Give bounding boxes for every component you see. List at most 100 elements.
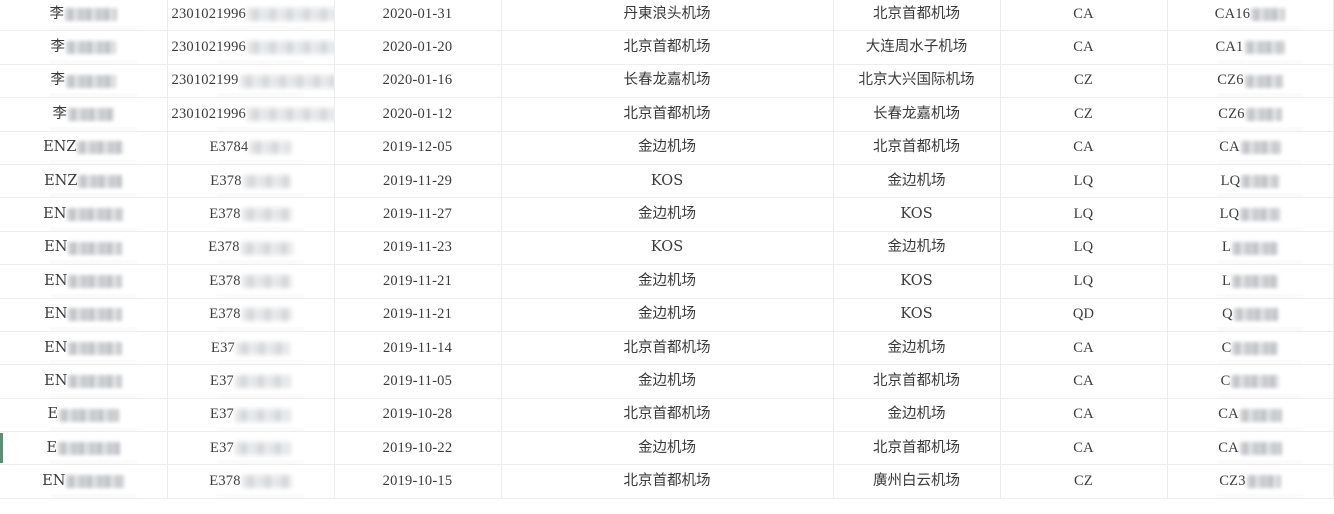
cell-flight-date[interactable]: 2020-01-20 (334, 30, 502, 65)
cell-id-number[interactable]: E378 (167, 197, 335, 232)
cell-airline-code[interactable]: CA (1000, 431, 1168, 466)
cell-flight-date[interactable]: 2019-11-27 (334, 197, 502, 232)
cell-passenger-name[interactable]: EN (0, 197, 168, 232)
cell-flight-date[interactable]: 2020-01-16 (334, 64, 502, 99)
cell-arrival-airport[interactable]: 北京首都机场 (833, 364, 1001, 399)
cell-passenger-name[interactable]: E (0, 398, 168, 433)
cell-airline-code[interactable]: LQ (1000, 164, 1168, 199)
cell-id-number[interactable]: 2301021996 (167, 30, 335, 65)
cell-flight-date[interactable]: 2020-01-12 (334, 97, 502, 132)
cell-passenger-name[interactable]: ENZ (0, 131, 168, 165)
cell-flight-date[interactable]: 2019-11-21 (334, 298, 502, 332)
cell-flight-number[interactable]: CA (1167, 398, 1334, 433)
cell-arrival-airport[interactable]: KOS (833, 298, 1001, 332)
cell-airline-code[interactable]: LQ (1000, 231, 1168, 266)
cell-airline-code[interactable]: CA (1000, 364, 1168, 399)
cell-arrival-airport[interactable]: 北京首都机场 (833, 131, 1001, 165)
cell-flight-number[interactable]: CZ3 (1167, 464, 1334, 499)
cell-departure-airport[interactable]: 北京首都机场 (501, 97, 834, 132)
cell-arrival-airport[interactable]: 金边机场 (833, 231, 1001, 266)
cell-id-number[interactable]: E3784 (167, 131, 335, 165)
cell-airline-code[interactable]: CA (1000, 331, 1168, 366)
cell-passenger-name[interactable]: 李 (0, 64, 168, 99)
cell-airline-code[interactable]: CA (1000, 398, 1168, 433)
cell-id-number[interactable]: E378 (167, 298, 335, 332)
cell-passenger-name[interactable]: EN (0, 464, 168, 499)
cell-arrival-airport[interactable]: 长春龙嘉机场 (833, 97, 1001, 132)
cell-airline-code[interactable]: CA (1000, 131, 1168, 165)
cell-flight-date[interactable]: 2019-11-14 (334, 331, 502, 366)
cell-arrival-airport[interactable]: 金边机场 (833, 398, 1001, 433)
cell-flight-date[interactable]: 2019-11-21 (334, 264, 502, 299)
cell-arrival-airport[interactable]: 廣州白云机场 (833, 464, 1001, 499)
cell-flight-number[interactable]: L (1167, 231, 1334, 266)
cell-departure-airport[interactable]: 金边机场 (501, 431, 834, 466)
cell-departure-airport[interactable]: KOS (501, 164, 834, 199)
cell-flight-date[interactable]: 2019-10-28 (334, 398, 502, 433)
cell-departure-airport[interactable]: 金边机场 (501, 131, 834, 165)
table-row[interactable]: 李 2301021996 2020-01-12 北京首都机场 长春龙嘉机场 CZ CZ6 (0, 97, 1334, 132)
cell-airline-code[interactable]: LQ (1000, 264, 1168, 299)
cell-flight-number[interactable]: LQ (1167, 164, 1334, 199)
cell-arrival-airport[interactable]: 北京首都机场 (833, 431, 1001, 466)
cell-flight-date[interactable]: 2019-10-15 (334, 464, 502, 499)
cell-airline-code[interactable]: QD (1000, 298, 1168, 332)
table-row[interactable]: 李 230102199 2020-01-16 长春龙嘉机场 北京大兴国际机场 CZ CZ6 (0, 64, 1334, 99)
cell-id-number[interactable]: E37 (167, 331, 335, 366)
cell-id-number[interactable]: E378 (167, 231, 335, 266)
cell-passenger-name[interactable]: EN (0, 364, 168, 399)
cell-arrival-airport[interactable]: 北京首都机场 (833, 0, 1001, 32)
cell-id-number[interactable]: E37 (167, 431, 335, 466)
cell-flight-number[interactable]: CZ6 (1167, 64, 1334, 99)
cell-airline-code[interactable]: CZ (1000, 64, 1168, 99)
cell-id-number[interactable]: E378 (167, 264, 335, 299)
cell-arrival-airport[interactable]: KOS (833, 264, 1001, 299)
cell-id-number[interactable]: E378 (167, 464, 335, 499)
cell-id-number[interactable]: E378 (167, 164, 335, 199)
cell-flight-number[interactable]: CA (1167, 431, 1334, 466)
cell-flight-number[interactable]: CA (1167, 131, 1334, 165)
cell-flight-number[interactable]: LQ (1167, 197, 1334, 232)
cell-passenger-name[interactable]: EN (0, 298, 168, 332)
cell-passenger-name[interactable]: EN (0, 231, 168, 266)
cell-departure-airport[interactable]: 金边机场 (501, 197, 834, 232)
cell-flight-date[interactable]: 2019-11-29 (334, 164, 502, 199)
cell-arrival-airport[interactable]: 金边机场 (833, 164, 1001, 199)
cell-id-number[interactable]: 2301021996 (167, 0, 335, 32)
cell-flight-number[interactable]: CZ6 (1167, 97, 1334, 132)
cell-departure-airport[interactable]: 金边机场 (501, 298, 834, 332)
cell-airline-code[interactable]: CA (1000, 30, 1168, 65)
cell-flight-number[interactable]: C (1167, 331, 1334, 366)
cell-flight-date[interactable]: 2019-11-23 (334, 231, 502, 266)
cell-departure-airport[interactable]: 长春龙嘉机场 (501, 64, 834, 99)
cell-departure-airport[interactable]: KOS (501, 231, 834, 266)
table-row[interactable]: 李 2301021996 2020-01-31 丹東浪头机场 北京首都机场 CA CA16 (0, 0, 1334, 32)
cell-arrival-airport[interactable]: 大连周水子机场 (833, 30, 1001, 65)
cell-id-number[interactable]: 2301021996 (167, 97, 335, 132)
cell-airline-code[interactable]: LQ (1000, 197, 1168, 232)
cell-flight-date[interactable]: 2019-11-05 (334, 364, 502, 399)
cell-arrival-airport[interactable]: KOS (833, 197, 1001, 232)
cell-flight-number[interactable]: CA1 (1167, 30, 1334, 65)
cell-departure-airport[interactable]: 金边机场 (501, 264, 834, 299)
cell-passenger-name[interactable]: ENZ (0, 164, 168, 199)
cell-flight-date[interactable]: 2020-01-31 (334, 0, 502, 32)
table-row[interactable]: 李 2301021996 2020-01-20 北京首都机场 大连周水子机场 CA CA1 (0, 30, 1334, 65)
cell-departure-airport[interactable]: 北京首都机场 (501, 398, 834, 433)
cell-flight-number[interactable]: Q (1167, 298, 1334, 332)
cell-departure-airport[interactable]: 北京首都机场 (501, 331, 834, 366)
cell-departure-airport[interactable]: 丹東浪头机场 (501, 0, 834, 32)
cell-passenger-name[interactable]: EN (0, 331, 168, 366)
cell-flight-number[interactable]: L (1167, 264, 1334, 299)
cell-departure-airport[interactable]: 金边机场 (501, 364, 834, 399)
